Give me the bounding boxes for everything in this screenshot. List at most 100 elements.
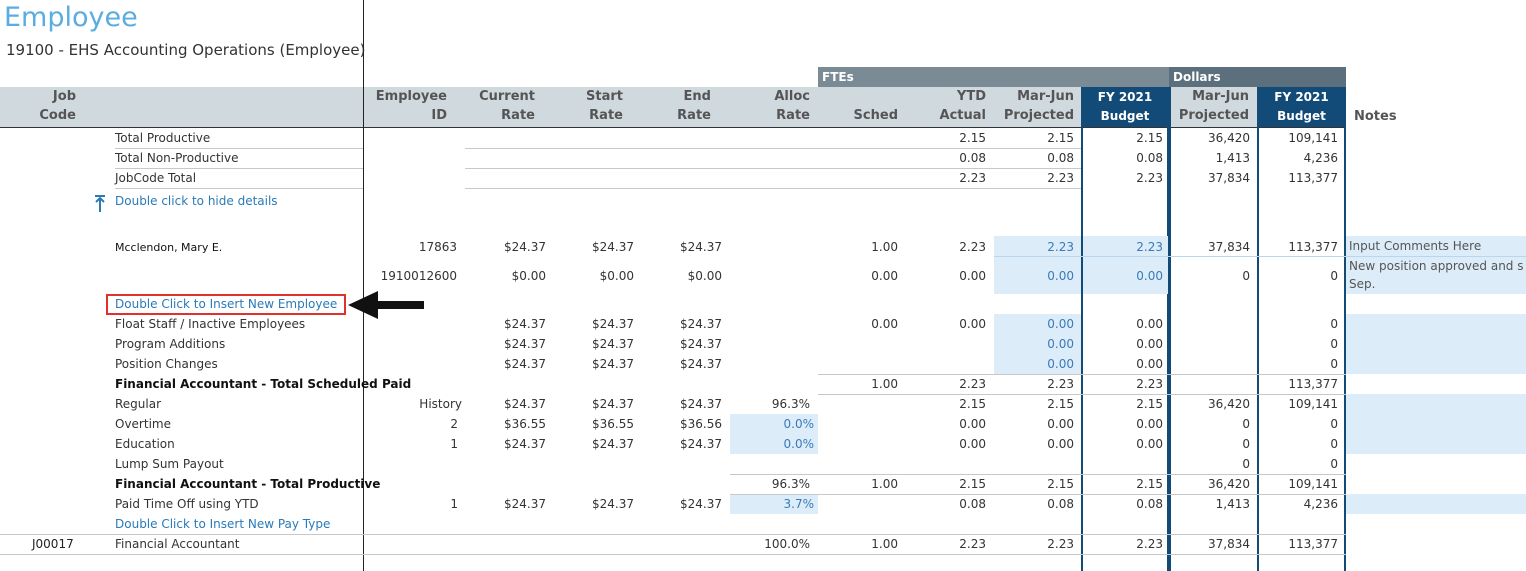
employee-id-cell[interactable]: 1 xyxy=(450,437,458,451)
ytd-actual-cell[interactable]: 0.00 xyxy=(959,269,986,283)
ytd-actual-cell[interactable]: 2.15 xyxy=(959,131,986,145)
current-rate-cell[interactable]: $24.37 xyxy=(504,240,546,254)
ytd-actual-cell[interactable]: 2.23 xyxy=(959,537,986,551)
projected-cell[interactable]: 2.23 xyxy=(1047,171,1074,185)
ytd-actual-cell[interactable]: 2.23 xyxy=(959,377,986,391)
dollars-budget-cell[interactable]: 113,377 xyxy=(1288,240,1338,254)
budget-cell[interactable]: 2.15 xyxy=(1136,131,1163,145)
ytd-actual-cell[interactable]: 0.00 xyxy=(959,317,986,331)
notes-input[interactable]: New position approved and s xyxy=(1349,259,1524,273)
budget-cell[interactable]: 0.08 xyxy=(1136,151,1163,165)
ytd-actual-cell[interactable]: 0.00 xyxy=(959,417,986,431)
dollars-projected-cell[interactable]: 0 xyxy=(1242,457,1250,471)
dollars-budget-cell[interactable]: 109,141 xyxy=(1288,131,1338,145)
alloc-rate-cell[interactable]: 96.3% xyxy=(771,477,810,491)
end-rate-cell[interactable]: $0.00 xyxy=(687,269,722,283)
dollars-budget-cell[interactable]: 0 xyxy=(1330,457,1338,471)
current-rate-cell[interactable]: $0.00 xyxy=(511,269,546,283)
budget-cell[interactable]: 2.23 xyxy=(1136,537,1163,551)
budget-cell[interactable]: 0.00 xyxy=(1136,337,1163,351)
job-title-cell[interactable]: Financial Accountant xyxy=(115,537,240,551)
header-end-rate[interactable]: End Rate xyxy=(641,87,719,127)
current-rate-cell[interactable]: $24.37 xyxy=(504,497,546,511)
employee-id-cell[interactable]: History xyxy=(419,397,462,411)
projected-cell[interactable]: 0.08 xyxy=(1047,151,1074,165)
end-rate-cell[interactable]: $24.37 xyxy=(680,337,722,351)
current-rate-cell[interactable]: $24.37 xyxy=(504,357,546,371)
budget-cell[interactable]: 0.00 xyxy=(1136,357,1163,371)
ytd-actual-cell[interactable]: 0.08 xyxy=(959,497,986,511)
end-rate-cell[interactable]: $24.37 xyxy=(680,397,722,411)
hide-details-link[interactable]: Double click to hide details xyxy=(115,194,278,208)
projected-input[interactable]: 0.00 xyxy=(1047,357,1074,371)
start-rate-cell[interactable]: $24.37 xyxy=(592,317,634,331)
dollars-projected-cell[interactable]: 37,834 xyxy=(1208,537,1250,551)
sched-cell[interactable]: 1.00 xyxy=(871,477,898,491)
employee-id-cell[interactable]: 1 xyxy=(450,497,458,511)
header-dollars-budget[interactable]: FY 2021 Budget xyxy=(1257,87,1346,127)
projected-cell[interactable]: 0.08 xyxy=(1047,497,1074,511)
budget-cell[interactable]: 0.08 xyxy=(1136,497,1163,511)
end-rate-cell[interactable]: $36.56 xyxy=(680,417,722,431)
insert-new-pay-type-link[interactable]: Double Click to Insert New Pay Type xyxy=(115,517,331,531)
projected-cell[interactable]: 2.15 xyxy=(1047,131,1074,145)
ytd-actual-cell[interactable]: 2.15 xyxy=(959,397,986,411)
ytd-actual-cell[interactable]: 2.15 xyxy=(959,477,986,491)
insert-new-employee-link[interactable]: Double Click to Insert New Employee xyxy=(115,297,338,311)
header-notes[interactable]: Notes xyxy=(1354,109,1397,124)
budget-cell[interactable]: 0.00 xyxy=(1136,317,1163,331)
dollars-projected-cell[interactable]: 0 xyxy=(1242,437,1250,451)
dollars-budget-cell[interactable]: 0 xyxy=(1330,317,1338,331)
end-rate-cell[interactable]: $24.37 xyxy=(680,437,722,451)
dollars-budget-cell[interactable]: 113,377 xyxy=(1288,537,1338,551)
budget-cell[interactable]: 0.00 xyxy=(1136,417,1163,431)
budget-cell[interactable]: 2.15 xyxy=(1136,477,1163,491)
header-job-code[interactable]: Job Code xyxy=(0,87,84,127)
header-fy2021-budget[interactable]: FY 2021 Budget xyxy=(1081,87,1169,127)
projected-input[interactable]: 0.00 xyxy=(1047,337,1074,351)
alloc-rate-cell[interactable]: 100.0% xyxy=(764,537,810,551)
sched-cell[interactable]: 0.00 xyxy=(871,317,898,331)
sched-cell[interactable]: 1.00 xyxy=(871,240,898,254)
current-rate-cell[interactable]: $24.37 xyxy=(504,337,546,351)
current-rate-cell[interactable]: $24.37 xyxy=(504,317,546,331)
dollars-projected-cell[interactable]: 36,420 xyxy=(1208,131,1250,145)
budget-cell[interactable]: 2.23 xyxy=(1136,377,1163,391)
ytd-actual-cell[interactable]: 0.08 xyxy=(959,151,986,165)
notes-input[interactable]: Input Comments Here xyxy=(1349,239,1482,253)
start-rate-cell[interactable]: $24.37 xyxy=(592,497,634,511)
collapse-up-icon[interactable] xyxy=(93,193,107,216)
dollars-projected-cell[interactable]: 1,413 xyxy=(1215,151,1250,165)
header-ytd-actual[interactable]: YTD Actual xyxy=(906,87,994,127)
header-dollars-projected[interactable]: Mar-Jun Projected xyxy=(1169,87,1257,127)
dollars-budget-cell[interactable]: 109,141 xyxy=(1288,397,1338,411)
dollars-budget-cell[interactable]: 4,236 xyxy=(1303,497,1338,511)
start-rate-cell[interactable]: $0.00 xyxy=(599,269,634,283)
current-rate-cell[interactable]: $24.37 xyxy=(504,437,546,451)
dollars-projected-cell[interactable]: 37,834 xyxy=(1208,171,1250,185)
projected-input[interactable]: 0.00 xyxy=(1047,269,1074,283)
dollars-budget-cell[interactable]: 0 xyxy=(1330,337,1338,351)
alloc-rate-input[interactable]: 3.7% xyxy=(783,497,815,511)
sched-cell[interactable]: 1.00 xyxy=(871,537,898,551)
sched-cell[interactable]: 0.00 xyxy=(871,269,898,283)
projected-cell[interactable]: 2.15 xyxy=(1047,397,1074,411)
ytd-actual-cell[interactable]: 2.23 xyxy=(959,240,986,254)
projected-input[interactable]: 0.00 xyxy=(1047,317,1074,331)
header-alloc-rate[interactable]: Alloc Rate xyxy=(730,87,818,127)
dollars-projected-cell[interactable]: 36,420 xyxy=(1208,397,1250,411)
start-rate-cell[interactable]: $24.37 xyxy=(592,437,634,451)
budget-input[interactable]: 0.00 xyxy=(1136,269,1163,283)
current-rate-cell[interactable]: $36.55 xyxy=(504,417,546,431)
dollars-projected-cell[interactable]: 1,413 xyxy=(1215,497,1250,511)
start-rate-cell[interactable]: $24.37 xyxy=(592,397,634,411)
current-rate-cell[interactable]: $24.37 xyxy=(504,397,546,411)
employee-id-cell[interactable]: 1910012600 xyxy=(380,269,457,283)
header-employee-id[interactable]: Employee ID xyxy=(363,87,455,127)
header-start-rate[interactable]: Start Rate xyxy=(553,87,631,127)
sched-cell[interactable]: 1.00 xyxy=(871,377,898,391)
budget-cell[interactable]: 2.23 xyxy=(1136,171,1163,185)
budget-cell[interactable]: 0.00 xyxy=(1136,437,1163,451)
employee-id-cell[interactable]: 17863 xyxy=(418,240,457,254)
dollars-projected-cell[interactable]: 36,420 xyxy=(1208,477,1250,491)
